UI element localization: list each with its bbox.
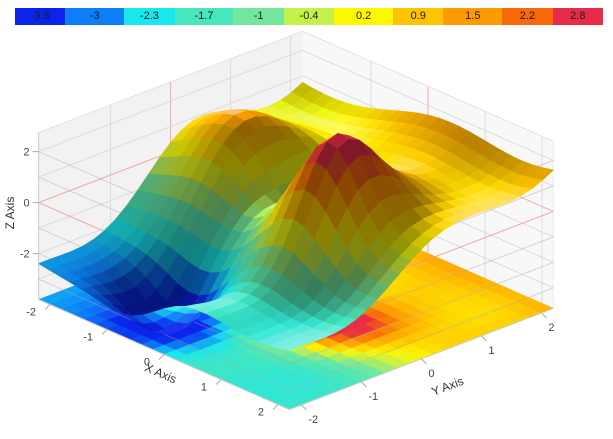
colorbar-segment[interactable]: -1	[233, 8, 284, 25]
x-tick-label: -2	[26, 307, 36, 319]
z-tick-label: -2	[20, 249, 30, 261]
x-tick-label: 2	[258, 407, 264, 419]
colorbar-segment-label: -0.4	[299, 10, 319, 22]
colorbar-segment-label: -3	[89, 10, 100, 22]
x-tick-label: 1	[201, 382, 207, 394]
colorbar-segment-label: 2.2	[519, 10, 536, 22]
x-tick-label: 0	[144, 357, 150, 369]
colorbar-segment[interactable]: -1.7	[174, 8, 234, 25]
colorbar-segment[interactable]: 0.2	[334, 8, 394, 25]
y-tick-label: 2	[548, 322, 554, 334]
surface-mesh	[37, 82, 555, 351]
y-tick-label: 0	[428, 368, 434, 380]
colorbar-segment-label: 0.9	[410, 10, 426, 22]
z-tick-label: 0	[23, 198, 29, 210]
colorbar-segment-label: 0.2	[355, 10, 372, 22]
colorbar-segment-label: -1.7	[194, 10, 214, 22]
colorbar-segment-label: -3.6	[30, 10, 50, 22]
y-tick-label: -1	[368, 391, 378, 403]
axes: -2 -1 0 1 2 -2 -1 0 1 2 -2 0 2	[20, 132, 555, 426]
y-axis-title: Y Axis	[430, 374, 466, 399]
z-tick-label: 2	[23, 147, 29, 159]
y-tick-label: -2	[308, 414, 318, 426]
colorbar-segment-label: 1.5	[465, 10, 481, 22]
y-tick-label: 1	[488, 345, 494, 357]
colorbar-segment[interactable]: 2.2	[502, 8, 553, 25]
colorbar-segment[interactable]: 1.5	[443, 8, 503, 25]
scene-3d: -2 -1 0 1 2 -2 -1 0 1 2 -2 0 2	[20, 30, 555, 426]
x-axis-title: X Axis	[143, 360, 179, 386]
z-axis-title: Z Axis	[3, 197, 17, 230]
colorbar-segment[interactable]: 0.9	[393, 8, 444, 25]
colorbar-segment-label: -1	[253, 10, 264, 22]
x-tick-label: -1	[83, 332, 93, 344]
colorbar-segment-label: -2.3	[139, 10, 159, 22]
colorbar-segment[interactable]: -2.3	[124, 8, 175, 25]
colorbar-segment[interactable]: -0.4	[283, 8, 335, 25]
colorbar-segment[interactable]: -3.6	[15, 8, 66, 25]
colorbar-segment-label: 2.8	[570, 10, 586, 22]
colorbar-legend: -3.6 -3 -2.3 -1.7 -1 -0.4 0.2 0.9 1.5 2.2 2.8	[15, 8, 604, 25]
colorbar-segment[interactable]: 2.8	[552, 8, 604, 25]
colorbar-segment[interactable]: -3	[65, 8, 125, 25]
